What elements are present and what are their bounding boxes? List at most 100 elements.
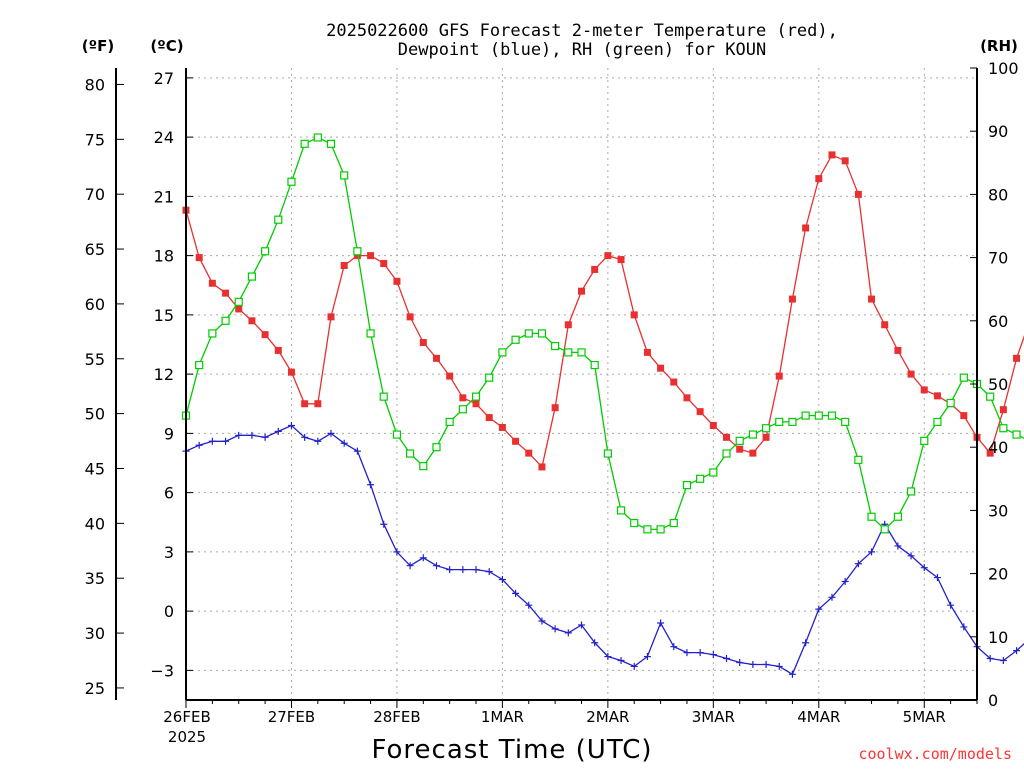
- celsius-tick-label: 12: [154, 365, 174, 384]
- dewpoint-point: [367, 481, 374, 488]
- celsius-tick-label: 21: [154, 187, 174, 206]
- rh-line: [186, 138, 1024, 599]
- temperature-point: [328, 313, 335, 320]
- fahrenheit-tick-label: 45: [85, 459, 105, 478]
- rh-point: [446, 418, 453, 425]
- temperature-point: [446, 373, 453, 380]
- rh-point: [1000, 425, 1007, 432]
- celsius-unit-label: (ºC): [150, 37, 183, 55]
- rh-point: [235, 298, 242, 305]
- rh-tick-label: 40: [988, 438, 1008, 457]
- rh-point: [275, 216, 282, 223]
- dewpoint-point: [380, 521, 387, 528]
- rh-point: [710, 469, 717, 476]
- temperature-point: [459, 394, 466, 401]
- temperature-point: [921, 386, 928, 393]
- rh-point: [591, 362, 598, 369]
- dewpoint-point: [248, 432, 255, 439]
- dewpoint-point: [723, 655, 730, 662]
- rh-tick-label: 0: [988, 691, 998, 710]
- celsius-tick-label: 27: [154, 69, 174, 88]
- temperature-point: [380, 260, 387, 267]
- temperature-point: [552, 404, 559, 411]
- rh-point: [1013, 431, 1020, 438]
- temperature-point: [815, 175, 822, 182]
- temperature-point: [828, 151, 835, 158]
- rh-point: [908, 488, 915, 495]
- temperature-point: [314, 400, 321, 407]
- rh-point: [618, 507, 625, 514]
- rh-point: [209, 330, 216, 337]
- dewpoint-point: [552, 625, 559, 632]
- temperature-point: [697, 408, 704, 415]
- temperature-point: [789, 296, 796, 303]
- temperature-point: [644, 349, 651, 356]
- temperature-point: [565, 321, 572, 328]
- x-axis-label: Forecast Time (UTC): [371, 735, 652, 765]
- temperature-point: [855, 191, 862, 198]
- x-tick-label: 4MAR: [797, 708, 840, 726]
- dewpoint-point: [354, 448, 361, 455]
- dewpoint-point: [710, 651, 717, 658]
- temperature-point: [248, 317, 255, 324]
- rh-point: [934, 418, 941, 425]
- temperature-point: [881, 321, 888, 328]
- temperature-point: [420, 339, 427, 346]
- temperature-point: [763, 434, 770, 441]
- rh-point: [459, 406, 466, 413]
- dewpoint-point: [802, 639, 809, 646]
- temperature-point: [222, 290, 229, 297]
- temperature-point: [486, 414, 493, 421]
- temperature-point: [618, 256, 625, 263]
- rh-point: [947, 399, 954, 406]
- dewpoint-line: [186, 307, 1024, 684]
- rh-point: [776, 418, 783, 425]
- rh-point: [538, 330, 545, 337]
- dewpoint-point: [275, 428, 282, 435]
- rh-point: [683, 482, 690, 489]
- rh-point: [736, 437, 743, 444]
- temperature-point: [776, 373, 783, 380]
- rh-point: [749, 431, 756, 438]
- rh-tick-label: 10: [988, 628, 1008, 647]
- temperature-point: [960, 412, 967, 419]
- temperature-point: [657, 365, 664, 372]
- rh-point: [341, 172, 348, 179]
- rh-point: [393, 431, 400, 438]
- temperature-point: [1000, 406, 1007, 413]
- rh-point: [486, 374, 493, 381]
- rh-point: [789, 418, 796, 425]
- rh-point: [354, 248, 361, 255]
- rh-point: [301, 140, 308, 147]
- temperature-point: [525, 450, 532, 457]
- dewpoint-point: [459, 566, 466, 573]
- x-tick-year-label: 2025: [168, 728, 206, 746]
- rh-point: [512, 336, 519, 343]
- x-tick-label: 3MAR: [692, 708, 735, 726]
- rh-point: [828, 412, 835, 419]
- fahrenheit-tick-label: 75: [85, 130, 105, 149]
- fahrenheit-tick-label: 65: [85, 240, 105, 259]
- dewpoint-point: [262, 434, 269, 441]
- temperature-point: [367, 252, 374, 259]
- temperature-point: [275, 347, 282, 354]
- temperature-point: [723, 434, 730, 441]
- dewpoint-point: [960, 623, 967, 630]
- rh-point: [802, 412, 809, 419]
- celsius-tick-label: 24: [154, 128, 174, 147]
- series-layer: [183, 80, 1024, 687]
- temperature-point: [433, 355, 440, 362]
- celsius-tick-label: 9: [164, 424, 174, 443]
- x-tick-label: 26FEB: [163, 708, 210, 726]
- temperature-point: [710, 422, 717, 429]
- temperature-point: [670, 379, 677, 386]
- grid: [186, 68, 977, 700]
- rh-tick-label: 60: [988, 312, 1008, 331]
- dewpoint-point: [209, 438, 216, 445]
- rh-point: [631, 520, 638, 527]
- rh-point: [222, 317, 229, 324]
- temperature-point: [591, 266, 598, 273]
- rh-point: [328, 140, 335, 147]
- rh-point: [842, 418, 849, 425]
- temperature-point: [209, 280, 216, 287]
